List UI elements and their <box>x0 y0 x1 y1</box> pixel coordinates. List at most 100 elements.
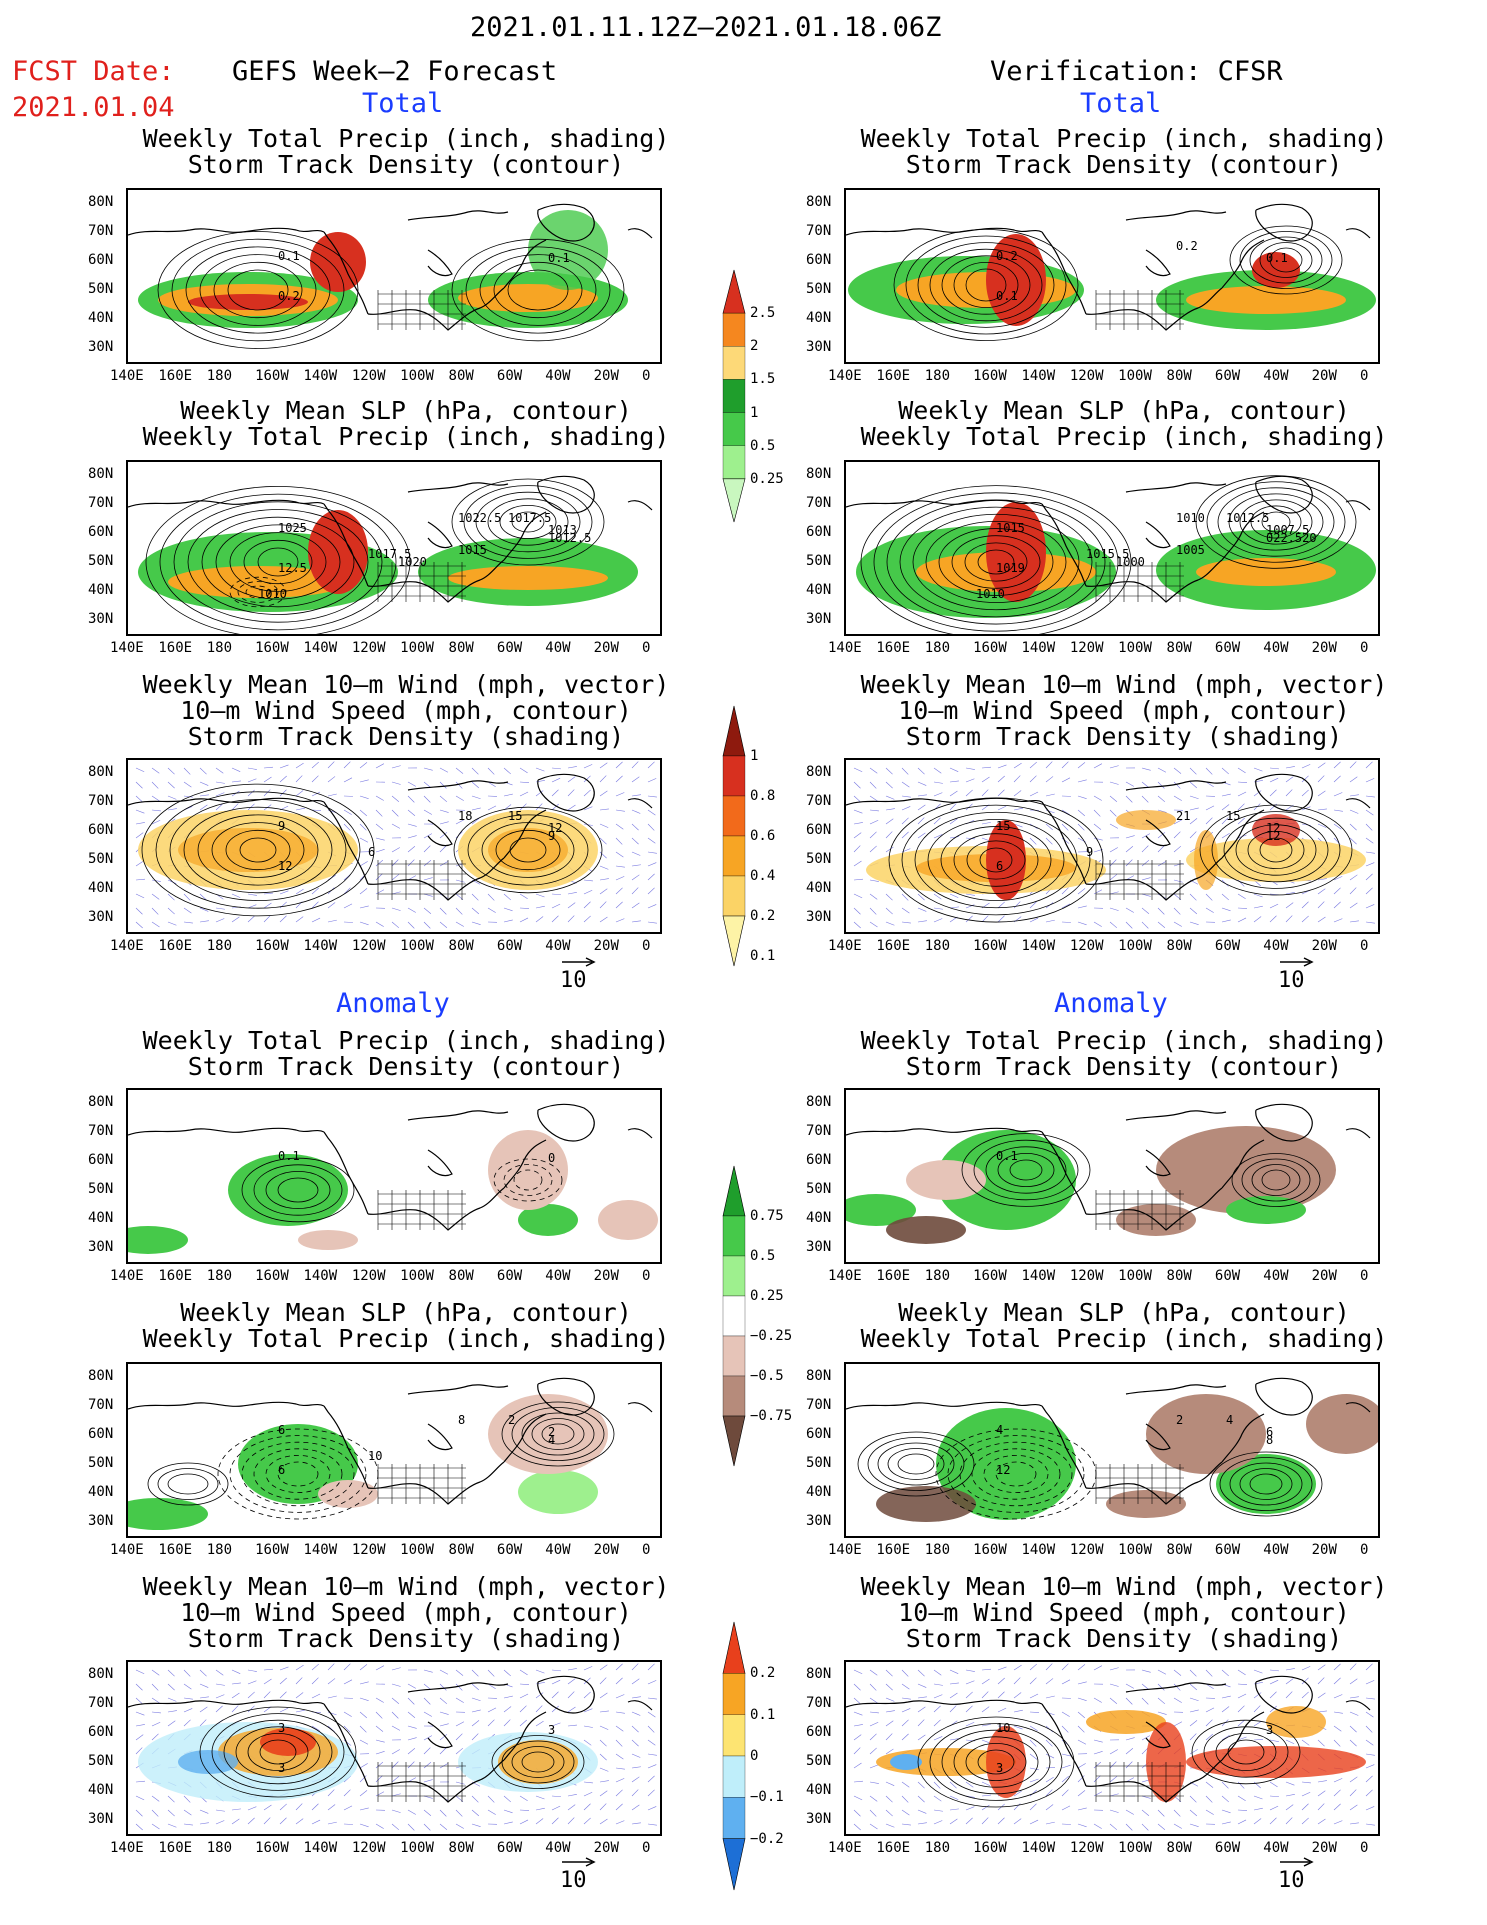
wind-vector <box>487 1795 495 1803</box>
wind-vector <box>551 1805 561 1811</box>
colorbar-swatch <box>722 445 746 480</box>
contour-line <box>145 486 411 634</box>
wind-vector <box>1365 1697 1375 1700</box>
wind-vector <box>1237 781 1247 783</box>
wind-vector <box>519 1809 530 1811</box>
contour-line <box>1191 1719 1301 1785</box>
wind-vector <box>631 761 639 769</box>
shading-blob <box>178 1750 238 1774</box>
wind-vector <box>869 1781 879 1784</box>
lon-tick-label: 140E <box>110 1840 144 1856</box>
wind-vector <box>615 918 625 923</box>
lon-tick-label: 40W <box>1263 640 1289 656</box>
wind-vector <box>853 860 862 867</box>
wind-vector <box>885 795 895 800</box>
coastline <box>427 521 453 549</box>
wind-vector <box>503 1821 513 1825</box>
wind-vector <box>1253 893 1263 898</box>
colorbar-label: 0.6 <box>750 828 776 844</box>
contour-line <box>941 1729 1051 1795</box>
lon-tick-label: 160E <box>876 368 911 384</box>
wind-vector <box>1365 1663 1373 1671</box>
contour-line <box>451 238 625 342</box>
shading-blob <box>890 1754 922 1770</box>
wind-vector <box>135 907 143 915</box>
wind-vector <box>471 1809 480 1817</box>
contour-line <box>499 505 557 540</box>
lat-tick-label: 40N <box>806 310 832 326</box>
wind-vector <box>199 893 207 901</box>
wind-vector <box>567 1804 576 1811</box>
wind-vector <box>375 809 383 817</box>
lon-tick-label: 160W <box>973 1840 1007 1856</box>
wind-vector <box>1349 837 1357 845</box>
wind-vector <box>1349 1789 1357 1797</box>
wind-vector <box>583 1781 593 1784</box>
wind-vector <box>407 1683 416 1689</box>
wind-vector <box>391 765 401 769</box>
wind-vector <box>151 809 161 812</box>
wind-vector <box>375 1761 384 1769</box>
wind-vector <box>1157 907 1165 915</box>
coastline <box>537 1103 595 1142</box>
wind-vector <box>295 888 304 895</box>
wind-vector <box>439 795 448 803</box>
wind-vector <box>647 1663 655 1671</box>
wind-vector <box>853 1809 861 1817</box>
wind-vector <box>1093 921 1102 927</box>
wind-vector <box>1221 893 1229 901</box>
coastline <box>367 1187 505 1231</box>
lon-tick-label: 80W <box>448 1840 474 1856</box>
wind-vector <box>1045 1753 1055 1759</box>
lon-tick-label: 140W <box>1021 1268 1056 1284</box>
contour-label: 1022.5 <box>458 511 501 525</box>
wind-vector <box>279 1677 287 1685</box>
lat-tick-label: 30N <box>806 1513 832 1529</box>
lon-tick-label: 140W <box>303 1840 338 1856</box>
wind-vector <box>183 1823 193 1826</box>
lat-tick-label: 80N <box>88 1094 114 1110</box>
wind-vector <box>519 1719 527 1727</box>
contour-label: 1007.5 <box>1266 523 1309 537</box>
contour-line <box>912 513 1080 611</box>
lon-tick-label: 180 <box>206 1840 233 1856</box>
wind-vector <box>1237 1719 1245 1727</box>
lon-tick-label: 40W <box>1263 1268 1289 1284</box>
wind-vector <box>519 791 529 797</box>
lon-tick-label: 120W <box>351 368 386 384</box>
wind-vector <box>997 901 1005 909</box>
wind-vector <box>391 823 401 829</box>
wind-vector <box>1333 775 1341 783</box>
lat-tick-label: 40N <box>88 1484 114 1500</box>
wind-vector <box>519 1693 529 1699</box>
contour-line <box>229 576 287 608</box>
contour-label: 0.1 <box>996 289 1018 303</box>
map-panel-forecast-anomaly-slp: 6 2 6 8 2 4 10 <box>126 1362 662 1538</box>
wind-vector <box>471 795 481 800</box>
wind-vector <box>1285 1804 1294 1811</box>
wind-vector <box>423 809 432 815</box>
colorbar-label: 0.25 <box>750 470 784 487</box>
wind-vector <box>933 1781 941 1789</box>
map-canvas: 0.1 0.10.2 <box>128 203 653 349</box>
contour-label: 10 <box>996 1721 1010 1735</box>
wind-vector <box>1013 807 1023 811</box>
wind-vector <box>359 809 368 817</box>
wind-vector <box>183 1708 193 1713</box>
wind-vector <box>1157 809 1167 813</box>
wind-vector <box>981 915 989 923</box>
wind-vector <box>391 1683 401 1687</box>
lon-tick-label: 20W <box>593 938 619 954</box>
wind-vector <box>1317 1780 1327 1783</box>
wind-vector <box>869 1722 879 1727</box>
wind-vector <box>1365 823 1373 831</box>
wind-vector <box>1221 817 1229 825</box>
lon-tick-label: 180 <box>206 1542 233 1558</box>
lon-tick-label: 0 <box>1360 368 1369 384</box>
wind-vector <box>535 1818 544 1825</box>
lon-tick-label: 160W <box>973 1268 1007 1284</box>
wind-vector <box>295 762 304 769</box>
wind-vector <box>583 1691 591 1699</box>
colorbar-label: 0.2 <box>750 1665 776 1682</box>
panel-title-R5: Weekly Mean SLP (hPa, contour) Weekly Tot… <box>860 1298 1388 1353</box>
